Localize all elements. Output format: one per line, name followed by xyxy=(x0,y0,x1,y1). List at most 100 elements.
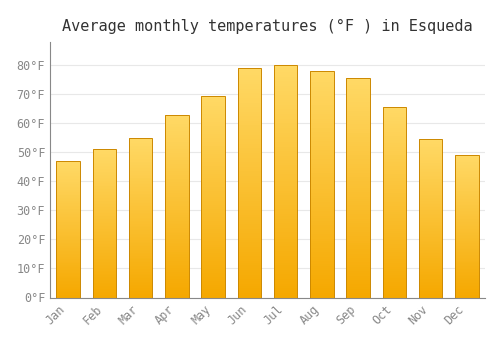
Bar xyxy=(346,271,370,273)
Bar xyxy=(165,190,188,191)
Bar xyxy=(346,260,370,262)
Bar xyxy=(56,164,80,165)
Bar xyxy=(310,259,334,261)
Bar xyxy=(382,212,406,214)
Bar xyxy=(56,282,80,284)
Bar xyxy=(202,176,225,178)
Bar xyxy=(92,197,116,198)
Bar xyxy=(129,160,152,162)
Bar xyxy=(346,157,370,159)
Bar xyxy=(238,172,261,174)
Bar xyxy=(455,249,478,251)
Bar xyxy=(165,248,188,250)
Bar xyxy=(165,215,188,217)
Bar xyxy=(92,216,116,218)
Bar xyxy=(202,178,225,181)
Bar xyxy=(419,247,442,248)
Bar xyxy=(165,224,188,226)
Bar xyxy=(455,202,478,204)
Bar xyxy=(455,184,478,185)
Bar xyxy=(92,246,116,247)
Bar xyxy=(274,281,297,284)
Bar xyxy=(382,113,406,115)
Bar xyxy=(310,211,334,214)
Bar xyxy=(346,177,370,179)
Bar xyxy=(165,283,188,285)
Bar xyxy=(419,271,442,272)
Bar xyxy=(56,195,80,196)
Bar xyxy=(92,256,116,258)
Bar xyxy=(310,96,334,98)
Bar xyxy=(346,116,370,118)
Bar xyxy=(129,270,152,272)
Bar xyxy=(310,119,334,121)
Bar xyxy=(238,268,261,270)
Bar xyxy=(129,274,152,275)
Bar xyxy=(455,295,478,296)
Bar xyxy=(274,82,297,84)
Bar xyxy=(92,201,116,203)
Bar xyxy=(238,185,261,187)
Bar xyxy=(310,110,334,112)
Bar xyxy=(419,154,442,155)
Bar xyxy=(238,103,261,105)
Bar xyxy=(56,247,80,248)
Bar xyxy=(238,290,261,293)
Bar xyxy=(165,168,188,169)
Bar xyxy=(419,190,442,191)
Bar xyxy=(165,151,188,153)
Bar xyxy=(202,152,225,154)
Bar xyxy=(346,168,370,170)
Bar xyxy=(165,221,188,223)
Bar xyxy=(56,216,80,217)
Bar xyxy=(274,147,297,149)
Bar xyxy=(238,116,261,119)
Bar xyxy=(419,217,442,218)
Bar xyxy=(419,291,442,293)
Bar xyxy=(455,224,478,225)
Bar xyxy=(202,193,225,195)
Bar xyxy=(419,293,442,294)
Bar xyxy=(129,154,152,155)
Bar xyxy=(274,107,297,109)
Bar xyxy=(92,278,116,280)
Bar xyxy=(238,100,261,103)
Bar xyxy=(382,250,406,252)
Bar xyxy=(56,199,80,201)
Bar xyxy=(419,220,442,222)
Bar xyxy=(202,168,225,170)
Bar xyxy=(165,288,188,290)
Bar xyxy=(56,236,80,237)
Bar xyxy=(346,251,370,254)
Bar xyxy=(310,166,334,168)
Bar xyxy=(419,296,442,298)
Bar xyxy=(238,123,261,125)
Bar xyxy=(274,260,297,262)
Bar xyxy=(455,176,478,178)
Bar xyxy=(56,202,80,203)
Bar xyxy=(419,180,442,182)
Bar xyxy=(382,180,406,182)
Bar xyxy=(382,248,406,250)
Bar xyxy=(310,121,334,123)
Bar xyxy=(238,73,261,75)
Bar xyxy=(274,290,297,293)
Bar xyxy=(202,285,225,287)
Bar xyxy=(382,117,406,119)
Bar xyxy=(202,223,225,225)
Bar xyxy=(92,155,116,157)
Bar xyxy=(129,139,152,141)
Bar xyxy=(455,157,478,158)
Bar xyxy=(310,264,334,266)
Bar xyxy=(92,266,116,268)
Bar xyxy=(56,179,80,180)
Bar xyxy=(92,260,116,262)
Bar xyxy=(274,288,297,290)
Bar xyxy=(202,96,225,98)
Bar xyxy=(129,221,152,223)
Bar xyxy=(274,149,297,151)
Bar xyxy=(56,170,80,172)
Bar xyxy=(165,270,188,272)
Bar xyxy=(202,209,225,211)
Bar xyxy=(455,199,478,201)
